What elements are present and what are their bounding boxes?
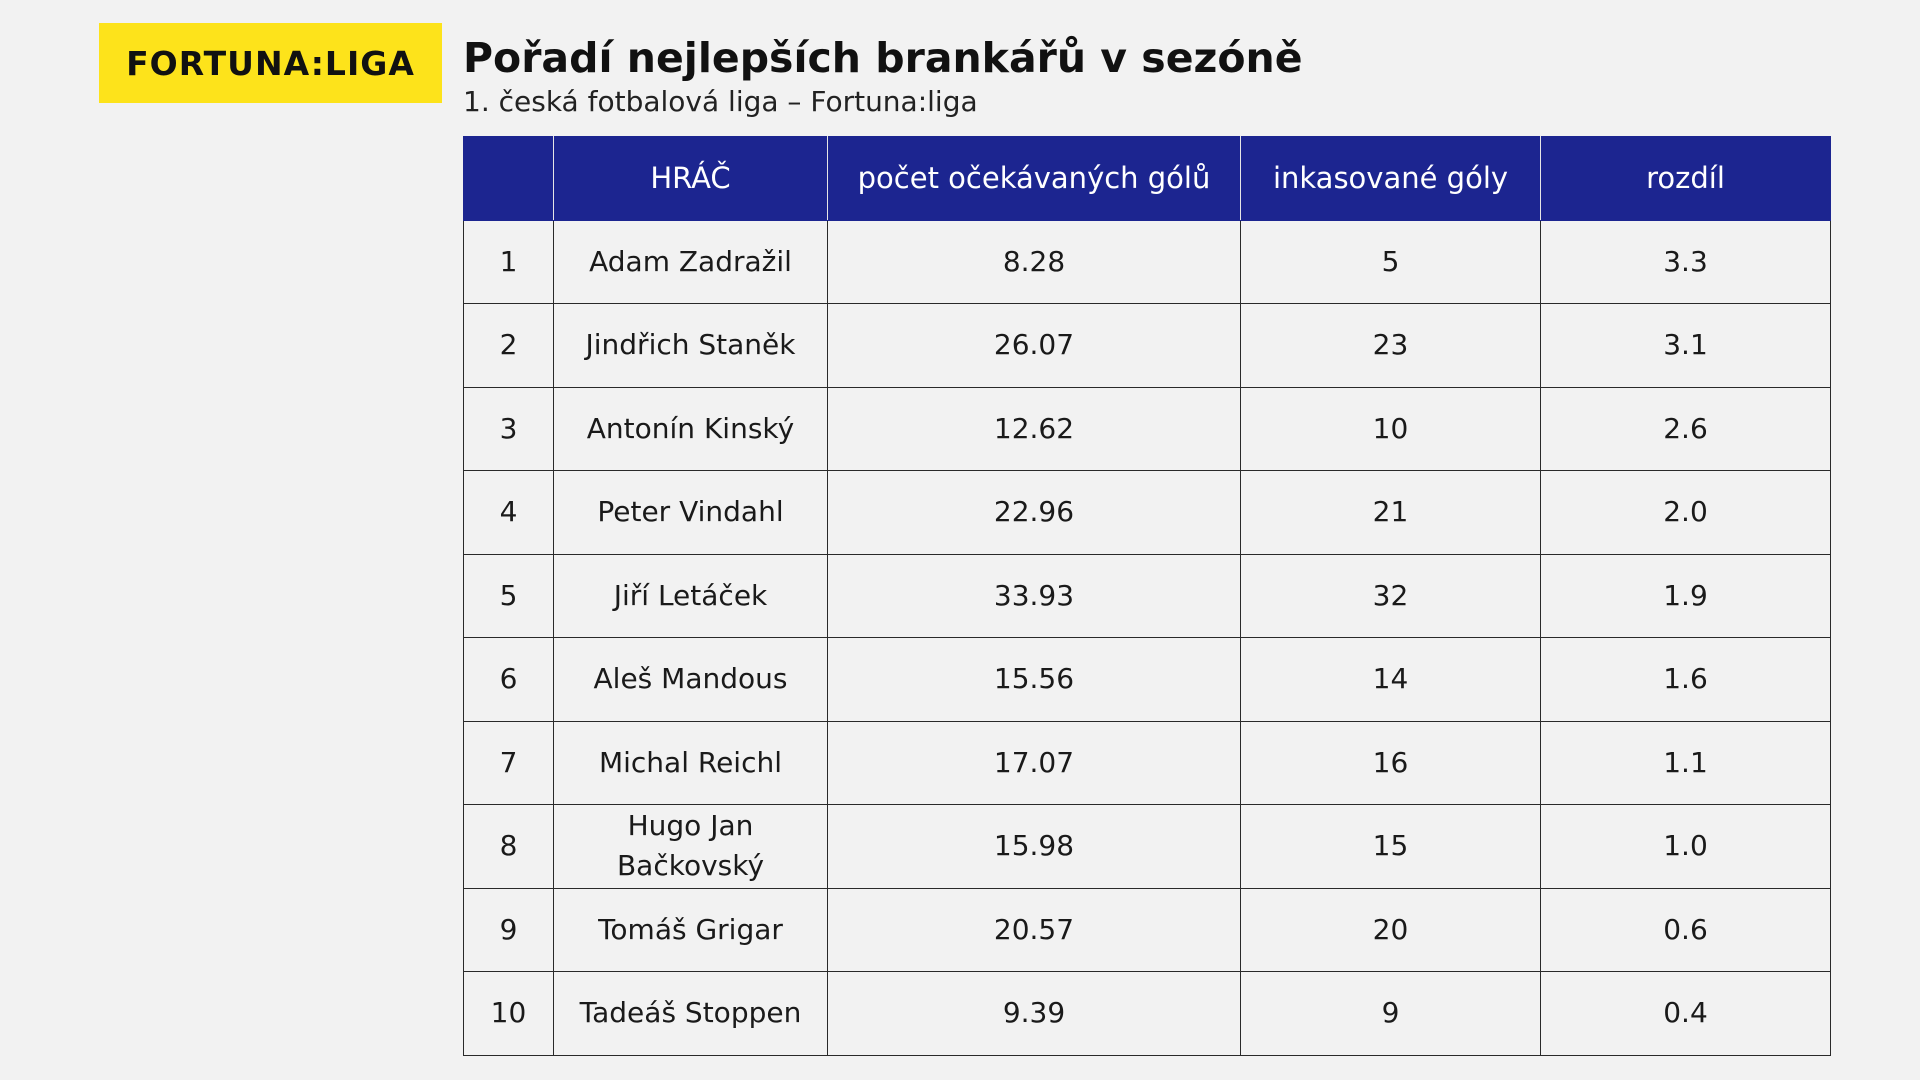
goals-conceded-cell: 14 — [1240, 637, 1541, 722]
column-header-rank — [463, 136, 554, 221]
table-row: 9 Tomáš Grigar 20.57 20 0.6 — [463, 887, 1831, 972]
expected-goals-cell: 8.28 — [827, 219, 1241, 304]
goals-conceded-cell: 23 — [1240, 303, 1541, 388]
table-row: 5 Jiří Letáček 33.93 32 1.9 — [463, 553, 1831, 638]
column-header-expected-goals: počet očekávaných gólů — [827, 136, 1241, 221]
expected-goals-cell: 20.57 — [827, 887, 1241, 972]
difference-cell: 1.1 — [1540, 720, 1831, 805]
table-row: 2 Jindřich Staněk 26.07 23 3.1 — [463, 303, 1831, 388]
player-cell: Aleš Mandous — [553, 637, 828, 722]
player-cell: Jiří Letáček — [553, 553, 828, 638]
difference-cell: 2.0 — [1540, 470, 1831, 555]
table-row: 4 Peter Vindahl 22.96 21 2.0 — [463, 470, 1831, 555]
player-cell: Tomáš Grigar — [553, 887, 828, 972]
fortuna-liga-logo: FORTUNA:LIGA — [99, 23, 442, 103]
player-cell: Antonín Kinský — [553, 386, 828, 471]
rank-cell: 2 — [463, 303, 554, 388]
difference-cell: 3.3 — [1540, 219, 1831, 304]
rank-cell: 9 — [463, 887, 554, 972]
goals-conceded-cell: 9 — [1240, 971, 1541, 1056]
goals-conceded-cell: 32 — [1240, 553, 1541, 638]
column-header-goals-conceded: inkasované góly — [1240, 136, 1541, 221]
goals-conceded-cell: 21 — [1240, 470, 1541, 555]
rank-cell: 8 — [463, 804, 554, 889]
difference-cell: 0.4 — [1540, 971, 1831, 1056]
table-row: 1 Adam Zadražil 8.28 5 3.3 — [463, 219, 1831, 304]
table-header: HRÁČ počet očekávaných gólů inkasované g… — [463, 136, 1831, 221]
table-body: 1 Adam Zadražil 8.28 5 3.3 2 Jindřich St… — [463, 219, 1831, 1056]
table-row: 8 Hugo Jan Bačkovský 15.98 15 1.0 — [463, 804, 1831, 889]
page-subtitle: 1. česká fotbalová liga – Fortuna:liga — [463, 85, 978, 118]
difference-cell: 2.6 — [1540, 386, 1831, 471]
player-cell: Adam Zadražil — [553, 219, 828, 304]
goals-conceded-cell: 5 — [1240, 219, 1541, 304]
expected-goals-cell: 33.93 — [827, 553, 1241, 638]
expected-goals-cell: 26.07 — [827, 303, 1241, 388]
column-header-difference: rozdíl — [1540, 136, 1831, 221]
column-header-player: HRÁČ — [553, 136, 828, 221]
table-row: 6 Aleš Mandous 15.56 14 1.6 — [463, 637, 1831, 722]
expected-goals-cell: 12.62 — [827, 386, 1241, 471]
table-row: 7 Michal Reichl 17.07 16 1.1 — [463, 720, 1831, 805]
rank-cell: 4 — [463, 470, 554, 555]
player-cell: Michal Reichl — [553, 720, 828, 805]
logo-text: FORTUNA:LIGA — [126, 43, 415, 83]
rank-cell: 6 — [463, 637, 554, 722]
difference-cell: 3.1 — [1540, 303, 1831, 388]
goals-conceded-cell: 16 — [1240, 720, 1541, 805]
difference-cell: 1.0 — [1540, 804, 1831, 889]
rank-cell: 3 — [463, 386, 554, 471]
table-row: 10 Tadeáš Stoppen 9.39 9 0.4 — [463, 971, 1831, 1056]
player-cell: Jindřich Staněk — [553, 303, 828, 388]
difference-cell: 1.9 — [1540, 553, 1831, 638]
expected-goals-cell: 22.96 — [827, 470, 1241, 555]
header-row: HRÁČ počet očekávaných gólů inkasované g… — [463, 136, 1831, 221]
rank-cell: 7 — [463, 720, 554, 805]
expected-goals-cell: 15.56 — [827, 637, 1241, 722]
goals-conceded-cell: 20 — [1240, 887, 1541, 972]
rank-cell: 5 — [463, 553, 554, 638]
player-cell: Peter Vindahl — [553, 470, 828, 555]
player-cell: Tadeáš Stoppen — [553, 971, 828, 1056]
rank-cell: 1 — [463, 219, 554, 304]
difference-cell: 0.6 — [1540, 887, 1831, 972]
goalkeeper-ranking-table: HRÁČ počet očekávaných gólů inkasované g… — [463, 136, 1831, 1056]
goals-conceded-cell: 10 — [1240, 386, 1541, 471]
goals-conceded-cell: 15 — [1240, 804, 1541, 889]
expected-goals-cell: 17.07 — [827, 720, 1241, 805]
expected-goals-cell: 15.98 — [827, 804, 1241, 889]
page-title: Pořadí nejlepších brankářů v sezóně — [463, 34, 1303, 82]
table-row: 3 Antonín Kinský 12.62 10 2.6 — [463, 386, 1831, 471]
player-cell: Hugo Jan Bačkovský — [553, 804, 828, 889]
expected-goals-cell: 9.39 — [827, 971, 1241, 1056]
rank-cell: 10 — [463, 971, 554, 1056]
difference-cell: 1.6 — [1540, 637, 1831, 722]
